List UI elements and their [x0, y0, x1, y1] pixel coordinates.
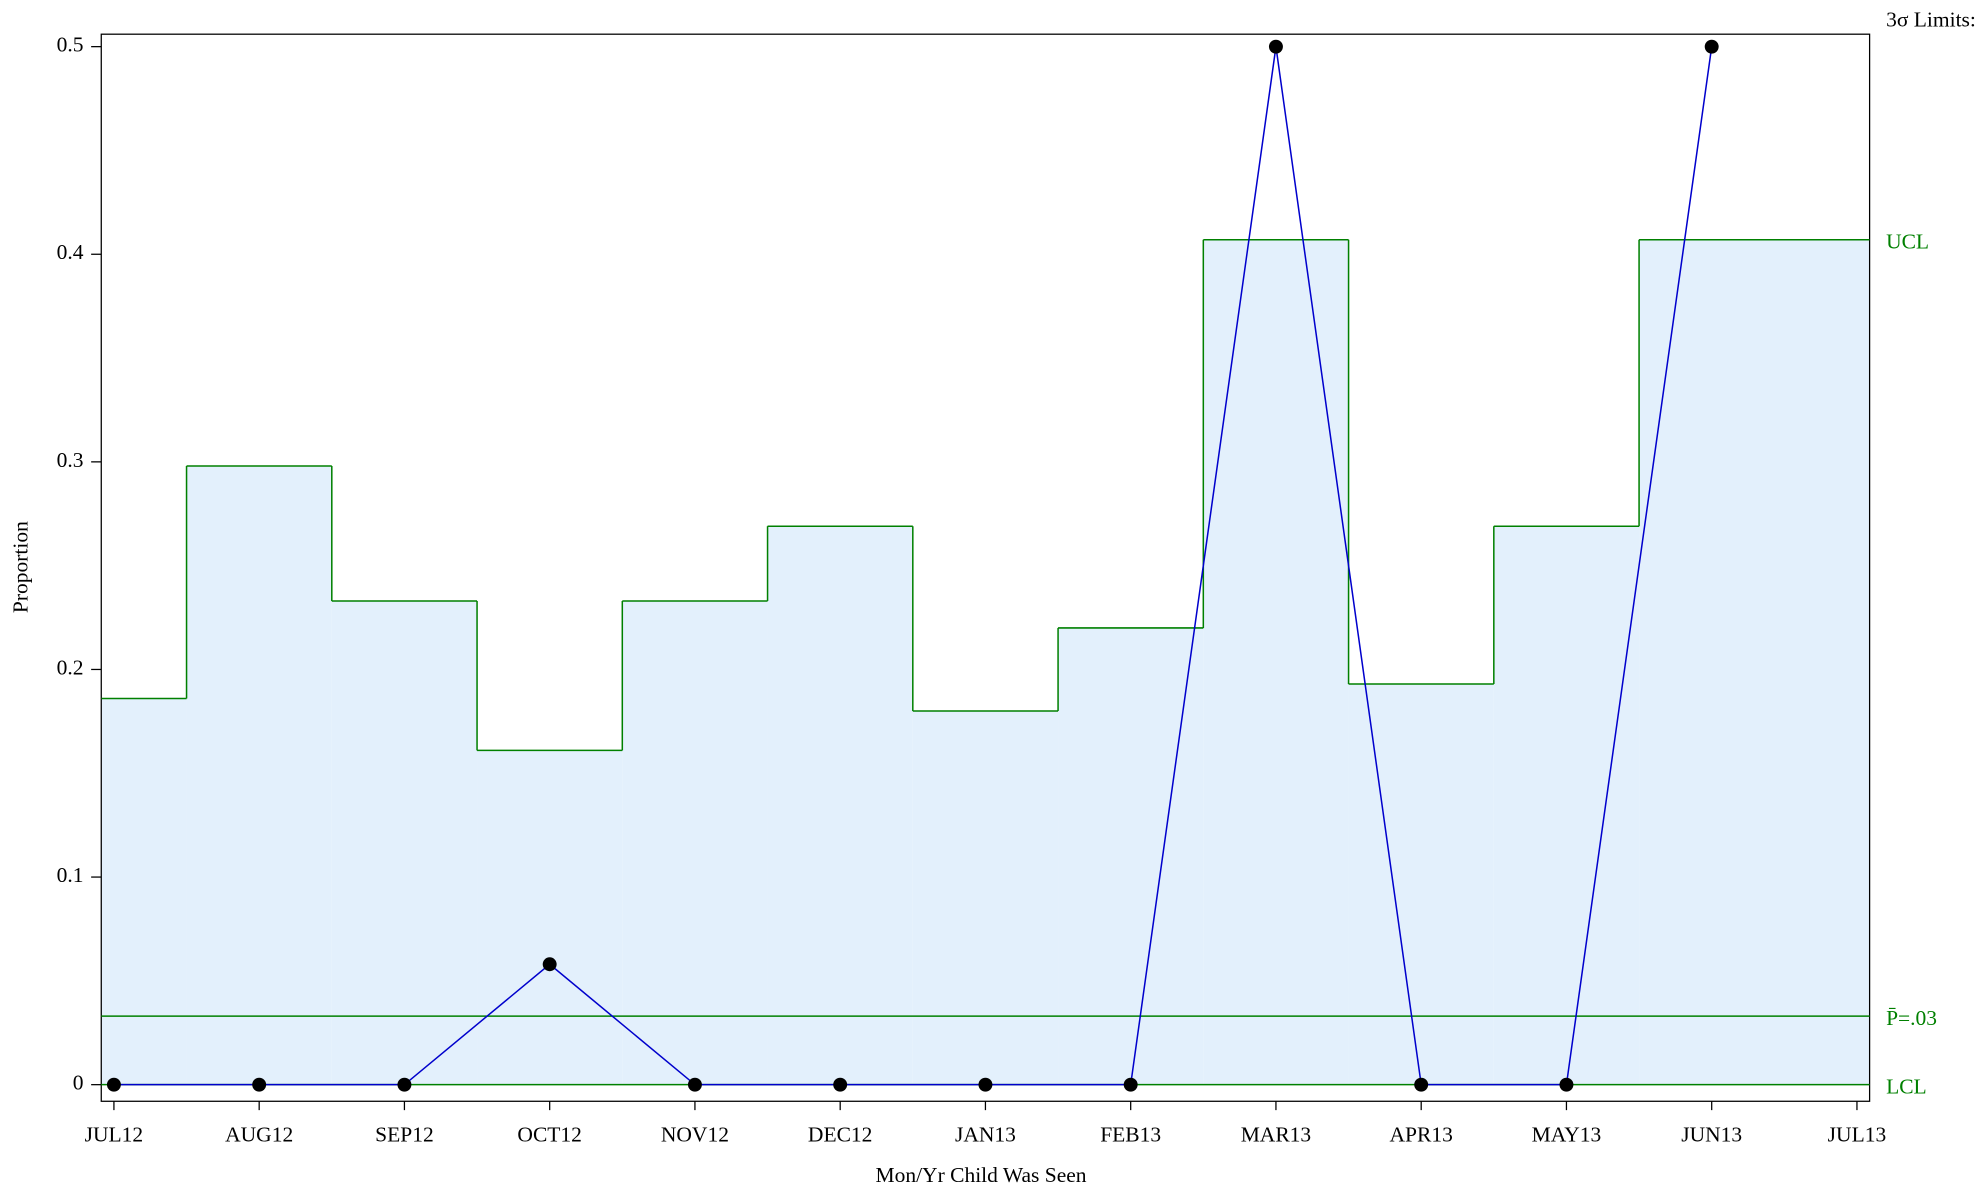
ucl-fill — [331, 600, 478, 1085]
center-label: P̄=.03 — [1886, 1006, 1937, 1030]
data-line — [113, 46, 1713, 1086]
limits-title: 3σ Limits: — [1886, 7, 1976, 31]
limit-fill-layer — [101, 239, 1870, 1085]
x-tick-label: SEP12 — [375, 1123, 434, 1147]
x-tick-label: OCT12 — [517, 1123, 582, 1147]
ucl-fill — [1348, 683, 1494, 1085]
data-point — [106, 1077, 121, 1092]
ucl-fill — [477, 750, 623, 1085]
x-axis-title: Mon/Yr Child Was Seen — [875, 1163, 1086, 1187]
ucl-label: UCL — [1886, 229, 1929, 253]
y-tick-label: 0.1 — [57, 863, 84, 887]
ucl-fill — [101, 698, 187, 1085]
data-point — [687, 1077, 702, 1092]
ucl-fill — [767, 526, 913, 1085]
x-tick-label: AUG12 — [225, 1123, 293, 1147]
ucl-fill — [1203, 239, 1349, 1085]
data-point — [1559, 1077, 1574, 1092]
x-tick-label: DEC12 — [808, 1123, 873, 1147]
y-tick-label: 0 — [73, 1071, 84, 1095]
data-point — [833, 1077, 848, 1092]
x-tick-label: JUL12 — [85, 1123, 144, 1147]
ucl-fill — [1639, 239, 1870, 1085]
ucl-fill — [1058, 627, 1204, 1085]
y-axis-title: Proportion — [9, 521, 33, 613]
data-point — [1414, 1077, 1429, 1092]
data-point — [1268, 39, 1283, 54]
ucl-fill — [912, 710, 1059, 1085]
data-point — [1704, 39, 1719, 54]
x-tick-label: JUL13 — [1828, 1123, 1887, 1147]
y-tick-label: 0.5 — [57, 33, 84, 57]
x-tick-label: JUN13 — [1681, 1123, 1742, 1147]
ucl-fill — [622, 600, 768, 1085]
data-point — [978, 1077, 993, 1092]
y-tick-label: 0.4 — [57, 240, 84, 264]
data-point — [397, 1077, 412, 1092]
x-tick-label: APR13 — [1390, 1123, 1453, 1147]
lcl-label: LCL — [1886, 1074, 1927, 1098]
y-tick-label: 0.2 — [57, 655, 84, 679]
x-tick-label: JAN13 — [955, 1123, 1016, 1147]
data-point — [252, 1077, 267, 1092]
ucl-fill — [186, 466, 332, 1085]
x-tick-label: MAR13 — [1241, 1123, 1311, 1147]
x-tick-label: NOV12 — [661, 1123, 729, 1147]
ucl-fill — [1493, 526, 1640, 1085]
x-tick-label: FEB13 — [1100, 1123, 1161, 1147]
x-tick-label: MAY13 — [1532, 1123, 1602, 1147]
data-point — [542, 957, 557, 972]
y-tick-label: 0.3 — [57, 448, 84, 472]
data-point — [1123, 1077, 1138, 1092]
